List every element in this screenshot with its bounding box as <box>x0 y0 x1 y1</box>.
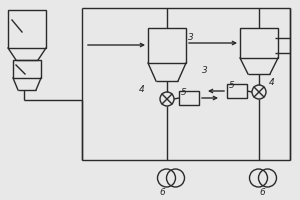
Bar <box>148 28 186 63</box>
Text: 5: 5 <box>229 81 235 90</box>
Text: 4: 4 <box>269 78 275 87</box>
Bar <box>227 84 247 98</box>
Text: 5: 5 <box>181 88 187 97</box>
Bar <box>8 10 46 48</box>
Text: 3: 3 <box>188 33 194 42</box>
Bar <box>13 60 41 78</box>
Text: 4: 4 <box>139 85 145 94</box>
Text: 6: 6 <box>159 188 165 197</box>
Text: 3: 3 <box>202 66 208 75</box>
Bar <box>179 91 199 105</box>
Text: 6: 6 <box>259 188 265 197</box>
Bar <box>240 28 278 58</box>
